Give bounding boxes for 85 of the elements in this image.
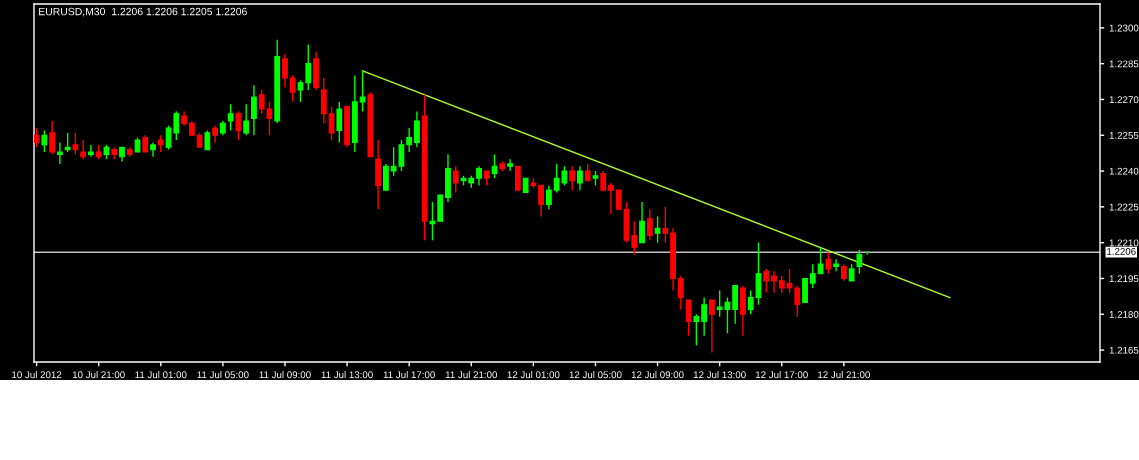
candlestick <box>282 53 288 89</box>
y-tick-label: 1.2240 <box>1109 167 1139 175</box>
x-tick-label: 11 Jul 17:00 <box>383 371 435 379</box>
candlestick <box>150 141 156 158</box>
x-tick-label: 11 Jul 09:00 <box>259 371 311 379</box>
candlestick <box>88 144 94 158</box>
candlestick <box>639 201 645 244</box>
candlestick <box>429 201 436 241</box>
candlestick <box>305 43 312 91</box>
candlestick <box>34 127 40 148</box>
candlestick <box>491 153 498 179</box>
candlestick <box>514 165 521 191</box>
candlestick <box>414 110 420 148</box>
candlestick <box>297 79 304 103</box>
candlestick <box>80 139 87 160</box>
candlestick <box>546 184 552 210</box>
x-tick-label: 10 Jul 21:00 <box>72 371 125 379</box>
x-tick-label: 11 Jul 01:00 <box>135 371 187 379</box>
candlestick <box>227 103 234 132</box>
x-tick-label: 11 Jul 13:00 <box>321 371 373 379</box>
y-tick-label: 1.2285 <box>1109 60 1139 68</box>
x-tick-label: 11 Jul 05:00 <box>197 371 249 379</box>
candlestick <box>654 215 661 244</box>
candlestick <box>794 284 801 318</box>
candlestick <box>817 246 824 275</box>
candlestick <box>289 74 296 103</box>
candlestick <box>243 103 250 136</box>
candlestick <box>615 189 622 210</box>
candlestick <box>608 182 614 215</box>
y-tick-label: 1.2195 <box>1109 275 1139 283</box>
y-tick-label: 1.2300 <box>1109 24 1139 32</box>
candlestick <box>336 101 343 144</box>
y-tick-label: 1.2255 <box>1109 132 1139 139</box>
candlestick <box>685 299 692 337</box>
candlestick <box>328 105 335 141</box>
ref-line-label: 1.2206 <box>1107 247 1136 255</box>
candlestick <box>251 84 257 136</box>
candlestick <box>382 163 389 191</box>
candlestick <box>72 132 79 156</box>
candlestick <box>452 165 459 194</box>
x-tick-label: 12 Jul 21:00 <box>818 371 870 379</box>
candlestick <box>809 263 816 289</box>
y-tick-label: 1.2210 <box>1109 239 1139 247</box>
x-tick-label: 10 Jul 2012 <box>12 371 62 379</box>
candlestick <box>600 170 607 191</box>
x-tick-label: 12 Jul 05:00 <box>569 371 622 379</box>
candlestick <box>709 299 715 354</box>
candlestick <box>64 132 71 153</box>
candlestick <box>41 129 48 153</box>
candlestick <box>856 249 863 275</box>
x-tick-label: 12 Jul 01:00 <box>507 371 560 379</box>
candlestick <box>677 275 684 311</box>
candlestick <box>786 268 793 294</box>
candlestick <box>49 120 55 156</box>
chart-title: EURUSD,M30 1.2206 1.2206 1.2205 1.2206 <box>39 7 247 17</box>
candlestick <box>763 268 770 294</box>
candlestick <box>538 184 545 218</box>
candlestick <box>693 313 700 346</box>
x-tick-label: 11 Jul 21:00 <box>445 371 498 379</box>
candlestick <box>235 110 242 141</box>
candlestick <box>771 270 777 294</box>
x-tick-label: 12 Jul 09:00 <box>631 371 684 379</box>
candlestick <box>802 277 808 303</box>
y-tick-label: 1.2165 <box>1109 346 1139 354</box>
candlestick <box>56 141 63 165</box>
y-tick-label: 1.2180 <box>1109 311 1139 318</box>
candlestick <box>662 206 669 244</box>
y-tick-label: 1.2225 <box>1109 203 1139 211</box>
candlestick <box>507 158 513 172</box>
candlestick <box>569 165 576 191</box>
candlestick <box>406 127 413 153</box>
candlestick <box>320 77 327 125</box>
candlestick <box>204 129 211 151</box>
candlestick <box>577 165 583 191</box>
candlestick <box>825 251 832 275</box>
candlestick <box>359 70 366 113</box>
candlestick <box>646 208 653 241</box>
y-tick-label: 1.2270 <box>1109 96 1139 104</box>
candlestick <box>732 284 739 325</box>
candlestick <box>631 220 638 256</box>
x-tick-label: 12 Jul 13:00 <box>693 371 746 379</box>
candlestick <box>476 165 482 187</box>
candlestick <box>701 296 708 337</box>
candlestick <box>833 258 839 273</box>
x-tick-label: 12 Jul 17:00 <box>756 371 808 379</box>
